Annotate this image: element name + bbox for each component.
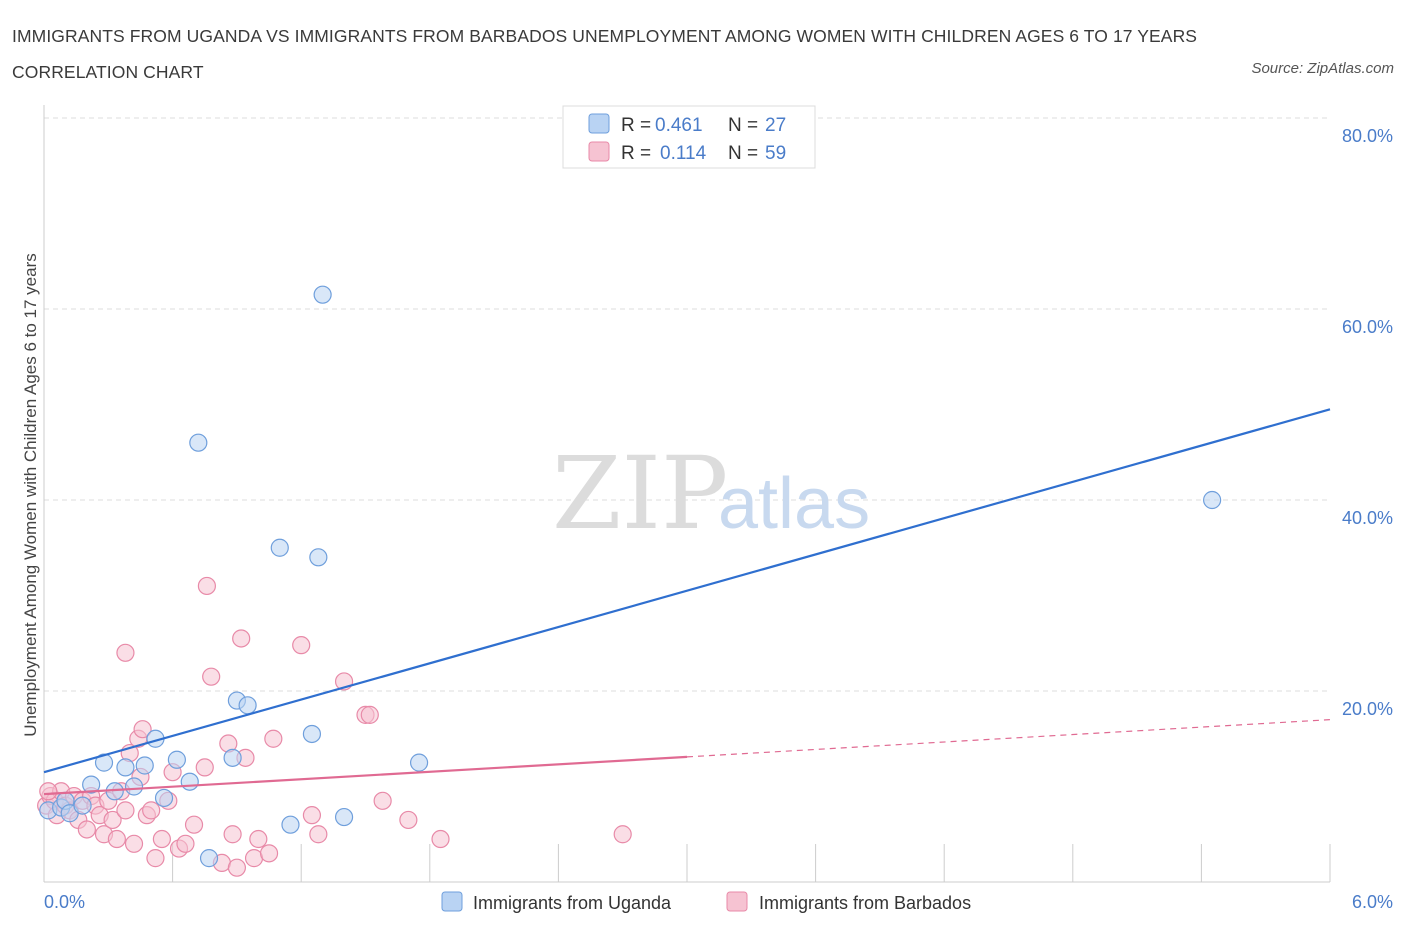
point-barbados-17 <box>107 829 126 849</box>
point-barbados-19 <box>116 801 135 820</box>
point-barbados-10 <box>77 820 96 839</box>
y-tick-labels: 20.0% 40.0% 60.0% 80.0% <box>1342 126 1393 719</box>
bottom-legend-swatch-uganda <box>441 891 463 912</box>
legend-n-label-barbados: N = <box>728 143 758 164</box>
legend-r-label-uganda: R = <box>621 115 651 136</box>
point-uganda-23 <box>309 548 328 567</box>
bottom-legend-label-barbados: Immigrants from Barbados <box>759 893 971 913</box>
point-barbados-41 <box>232 629 251 648</box>
trend-line-uganda <box>43 408 1331 774</box>
point-barbados-35 <box>197 576 216 596</box>
point-barbados-24 <box>133 720 152 739</box>
point-uganda-9 <box>124 777 144 796</box>
point-uganda-25 <box>334 807 354 827</box>
point-barbados-26 <box>142 801 161 820</box>
trend-lines <box>43 408 1331 796</box>
watermark-atlas: atlas <box>718 464 870 544</box>
point-uganda-19 <box>238 696 257 715</box>
point-uganda-4 <box>73 796 92 815</box>
legend-r-value-barbados: 0.114 <box>660 143 707 164</box>
y-axis-label: Unemployment Among Women with Children A… <box>21 253 40 737</box>
trend-line-barbados <box>43 755 688 796</box>
point-uganda-24 <box>313 285 332 304</box>
point-barbados-53 <box>373 791 392 810</box>
point-barbados-32 <box>176 834 195 853</box>
point-barbados-34 <box>195 758 214 777</box>
point-barbados-40 <box>227 858 246 877</box>
watermark-zip: ZIP <box>552 435 728 552</box>
point-uganda-13 <box>167 750 186 769</box>
point-uganda-17 <box>223 748 242 767</box>
point-barbados-54 <box>399 810 418 830</box>
grid-lines <box>44 117 1330 692</box>
point-barbados-39 <box>223 825 242 844</box>
point-uganda-26 <box>409 753 429 772</box>
axes <box>43 105 1331 883</box>
legend-swatch-uganda <box>588 113 610 134</box>
y-tick-label-1: 40.0% <box>1342 508 1393 528</box>
point-barbados-55 <box>431 829 450 849</box>
point-uganda-12 <box>154 788 174 808</box>
point-barbados-28 <box>152 829 171 849</box>
point-barbados-56 <box>613 825 632 844</box>
point-uganda-22 <box>302 724 322 744</box>
y-tick-label-0: 20.0% <box>1342 699 1393 719</box>
point-barbados-52 <box>360 705 379 724</box>
point-barbados-20 <box>116 643 135 662</box>
legend-n-value-barbados: 59 <box>765 143 786 164</box>
legend-r-value-uganda: 0.461 <box>655 115 703 136</box>
y-tick-label-3: 80.0% <box>1342 126 1393 146</box>
legend-swatch-barbados <box>588 141 610 162</box>
bottom-legend-swatch-barbados <box>726 891 748 912</box>
point-barbados-46 <box>264 729 283 748</box>
y-tick-label-2: 60.0% <box>1342 317 1393 337</box>
point-barbados-48 <box>302 806 322 825</box>
point-barbados-43 <box>244 849 264 868</box>
point-uganda-8 <box>116 758 135 777</box>
point-barbados-16 <box>103 810 122 830</box>
legend-r-label-barbados: R = <box>621 143 651 164</box>
point-barbados-58 <box>39 782 58 801</box>
chart-title: IMMIGRANTS FROM UGANDA VS IMMIGRANTS FRO… <box>12 26 1198 82</box>
point-uganda-14 <box>180 772 199 791</box>
source-label: Source: ZipAtlas.com <box>1251 60 1394 77</box>
x-tick-label-min: 0.0% <box>44 892 85 912</box>
point-barbados-49 <box>309 825 328 844</box>
point-barbados-47 <box>292 636 311 655</box>
point-barbados-27 <box>146 849 165 868</box>
series-legend: Immigrants from Uganda Immigrants from B… <box>441 891 971 913</box>
x-tick-label-max: 6.0% <box>1352 892 1393 912</box>
legend-n-value-uganda: 27 <box>765 115 786 136</box>
point-barbados-45 <box>259 844 279 863</box>
point-uganda-16 <box>199 849 219 868</box>
point-barbados-22 <box>124 834 144 853</box>
point-barbados-36 <box>202 667 221 686</box>
point-uganda-5 <box>82 775 101 794</box>
point-barbados-33 <box>184 815 204 834</box>
series-uganda-points <box>39 285 1222 868</box>
series-barbados-points <box>37 576 632 877</box>
bottom-legend-label-uganda: Immigrants from Uganda <box>473 893 672 913</box>
point-uganda-15 <box>189 433 208 452</box>
stats-legend: R = 0.461 N = 27 R = 0.114 N = 59 <box>562 105 816 169</box>
point-barbados-44 <box>249 829 268 849</box>
trend-line-barbados-extension <box>686 719 1331 758</box>
point-uganda-27 <box>1203 490 1222 510</box>
point-uganda-20 <box>270 538 289 557</box>
legend-n-label-uganda: N = <box>728 115 758 136</box>
point-uganda-21 <box>281 815 300 834</box>
point-uganda-10 <box>135 756 154 775</box>
